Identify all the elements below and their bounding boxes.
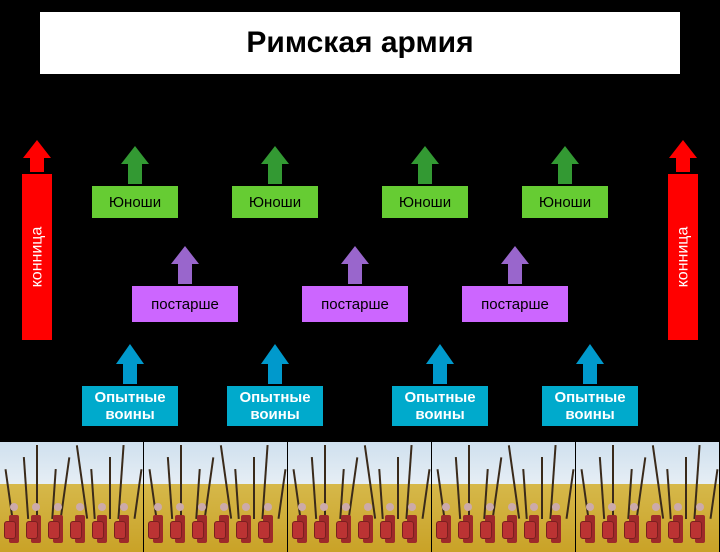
cavalry-right: конница [666, 172, 700, 342]
cavalry-left: конница [20, 172, 54, 342]
row2-arrow-0 [171, 246, 199, 284]
cavalry-label: конница [28, 227, 46, 288]
row3-arrow-0 [116, 344, 144, 384]
row2-arrow-2 [501, 246, 529, 284]
cavalry-arrow-right [669, 140, 697, 172]
cavalry-label: конница [674, 227, 692, 288]
row1-box-2: Юноши [380, 184, 470, 220]
bg-tile [576, 442, 720, 552]
row2-box-0: постарше [130, 284, 240, 324]
row3-box-3: Опытные воины [540, 384, 640, 428]
row3-arrow-1 [261, 344, 289, 384]
bg-tile [288, 442, 432, 552]
page-title: Римская армия [246, 26, 473, 59]
row1-arrow-1 [261, 146, 289, 184]
row1-box-0: Юноши [90, 184, 180, 220]
bg-tile [144, 442, 288, 552]
bg-tile [432, 442, 576, 552]
row1-box-1: Юноши [230, 184, 320, 220]
background-strip [0, 442, 720, 552]
title-bar: Римская армия [40, 12, 680, 74]
row3-box-1: Опытные воины [225, 384, 325, 428]
row3-arrow-3 [576, 344, 604, 384]
row2-box-2: постарше [460, 284, 570, 324]
row3-arrow-2 [426, 344, 454, 384]
cavalry-arrow-left [23, 140, 51, 172]
row2-arrow-1 [341, 246, 369, 284]
row2-box-1: постарше [300, 284, 410, 324]
row3-box-0: Опытные воины [80, 384, 180, 428]
row1-arrow-2 [411, 146, 439, 184]
row1-arrow-0 [121, 146, 149, 184]
diagram-area: конница конница Юноши Юноши Юноши Юноши постар… [0, 74, 720, 434]
row1-arrow-3 [551, 146, 579, 184]
row1-box-3: Юноши [520, 184, 610, 220]
row3-box-2: Опытные воины [390, 384, 490, 428]
bg-tile [0, 442, 144, 552]
